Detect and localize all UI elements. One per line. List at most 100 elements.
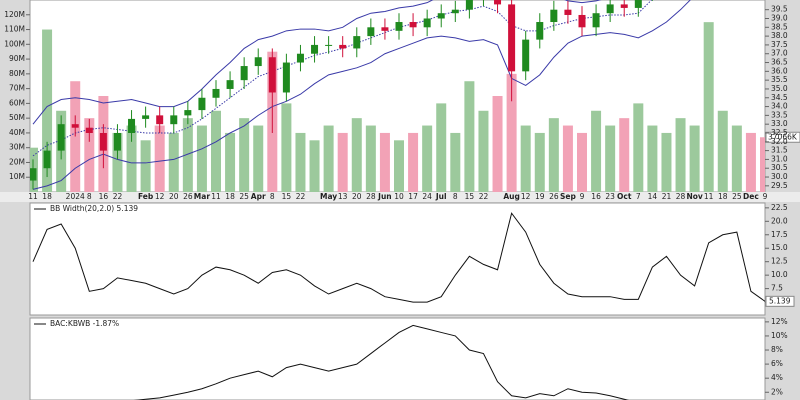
candle-body — [184, 110, 192, 116]
y-tick-label: 32.5 — [771, 128, 788, 137]
volume-bar — [309, 140, 320, 192]
y-tick-label: 30.0 — [771, 172, 788, 181]
volume-bar — [168, 132, 179, 192]
x-tick-label: 25 — [732, 192, 742, 201]
ratio-panel — [29, 317, 766, 400]
x-tick-label: Jul — [435, 192, 447, 201]
volume-bar — [760, 137, 765, 192]
y-tick-label: 29.5 — [771, 181, 788, 190]
series-line — [32, 212, 765, 303]
ratio-plot — [133, 324, 630, 400]
candle-body — [353, 36, 361, 49]
x-tick-label: 23 — [605, 192, 615, 201]
x-tick-label: 18 — [718, 192, 728, 201]
y-tick-label: 30.5 — [771, 163, 788, 172]
candle-body — [508, 4, 516, 72]
axes: 10M 20M 30M 40M 50M 60M 70M 80M 90M 100M 110M 120M 3… — [4, 5, 800, 396]
x-tick-label: 26 — [549, 192, 559, 201]
volume-bar — [661, 132, 672, 192]
x-tick-label: May — [320, 192, 337, 201]
x-tick-label: 25 — [239, 192, 249, 201]
volume-tick-label: 100M — [4, 39, 25, 48]
candle-body — [99, 132, 107, 151]
x-tick-label: 18 — [42, 192, 52, 201]
volume-bar — [675, 118, 686, 192]
x-tick-label: 22 — [479, 192, 489, 201]
candle-body — [381, 27, 389, 31]
x-tick-label: Dec — [743, 192, 759, 201]
volume-bar — [253, 125, 264, 192]
candle-body — [423, 18, 431, 28]
candle-body — [522, 39, 530, 72]
y-tick-label: 12% — [771, 317, 788, 326]
candle-body — [536, 22, 544, 40]
y-tick-label: 2% — [771, 387, 783, 396]
volume-tick-label: 120M — [4, 10, 25, 19]
x-tick-label: 16 — [99, 192, 109, 201]
panel-title: BB Width(20,2.0) 5.139 — [50, 204, 138, 213]
candle-body — [564, 9, 572, 15]
volume-tick-label: 30M — [9, 143, 25, 152]
volume-bar — [689, 125, 700, 192]
volume-bar — [605, 125, 616, 192]
candle-body — [85, 127, 93, 133]
volume-bar — [323, 125, 334, 192]
volume-tag: 37066K — [768, 132, 798, 141]
volume-bar — [295, 132, 306, 192]
x-tick-label: 8 — [87, 192, 92, 201]
x-tick-label: 12 — [521, 192, 531, 201]
candle-body — [198, 97, 206, 111]
volume-bar — [534, 132, 545, 192]
x-tick-label: 9 — [763, 192, 768, 201]
volume-bar — [112, 132, 123, 192]
bbwidth-panel — [29, 202, 766, 316]
y-tick-label: 6% — [771, 359, 783, 368]
volume-bar — [633, 103, 644, 192]
x-tick-label: Jun — [377, 192, 391, 201]
volume-tick-label: 90M — [9, 54, 25, 63]
x-tick-label: Nov — [686, 192, 702, 201]
candle-body — [409, 22, 417, 28]
y-tick-label: 10.0 — [771, 270, 788, 279]
volume-bar — [745, 132, 756, 192]
candle-body — [156, 115, 164, 125]
candle-body — [254, 57, 262, 67]
volume-bar — [464, 81, 475, 192]
candle-body — [113, 132, 121, 151]
y-tick-label: 34.0 — [771, 102, 788, 111]
y-tick-label: 36.5 — [771, 58, 788, 67]
volume-bar — [239, 118, 250, 192]
x-tick-label: 8 — [453, 192, 458, 201]
y-tick-label: 39.0 — [771, 13, 788, 22]
y-tick-label: 32.0 — [771, 137, 788, 146]
candle-body — [311, 44, 319, 54]
x-tick-label: Apr — [251, 192, 266, 201]
y-tick-label: 35.5 — [771, 75, 788, 84]
x-tick-label: 10 — [394, 192, 404, 201]
volume-bar — [731, 125, 742, 192]
y-tick-label: 37.0 — [771, 49, 788, 58]
candle-body — [142, 115, 150, 119]
volume-bar — [42, 29, 53, 192]
candle-body — [268, 57, 276, 93]
candle-body — [620, 4, 628, 8]
volume-bar — [281, 103, 292, 192]
candle-body — [282, 62, 290, 93]
candle-body — [57, 124, 65, 151]
bollinger-lower — [32, 0, 691, 190]
y-tick-label: 15.0 — [771, 243, 788, 252]
x-tick-label: Sep — [560, 192, 576, 201]
series-line — [133, 324, 630, 400]
volume-bar — [365, 125, 376, 192]
y-tick-label: 39.5 — [771, 5, 788, 14]
volume-bar — [577, 132, 587, 192]
last-value: 5.139 — [769, 296, 791, 305]
x-tick-label: 13 — [338, 192, 348, 201]
candle-body — [606, 4, 614, 14]
x-tick-label: 11 — [28, 192, 38, 201]
volume-bar — [520, 125, 531, 192]
volume-bar — [394, 140, 404, 192]
volume-bar — [619, 118, 630, 192]
candle-body — [296, 53, 304, 63]
volume-bar — [154, 125, 165, 192]
